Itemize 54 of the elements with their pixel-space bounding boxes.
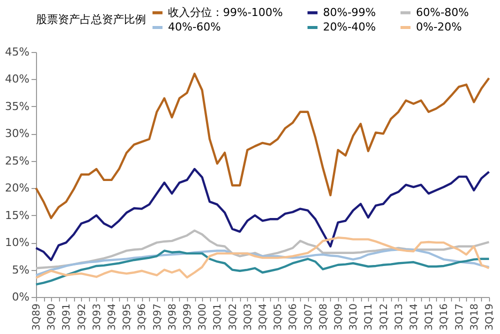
line-series xyxy=(34,72,490,220)
y-tick-label: 10% xyxy=(5,236,30,250)
x-tick-label: 3Q98 xyxy=(167,304,178,330)
x-tick-label: 3Q14 xyxy=(409,304,420,330)
line-series xyxy=(34,229,490,270)
x-tick-label: 3Q16 xyxy=(439,304,450,330)
x-tick-label: 3Q15 xyxy=(424,304,436,330)
legend-label: 20%-40% xyxy=(323,20,376,34)
x-tick-label: 3Q92 xyxy=(76,304,88,330)
x-tick-label: 3Q99 xyxy=(182,304,194,330)
legend-label: 0%-20% xyxy=(416,20,462,34)
y-tick-label: 35% xyxy=(5,100,30,113)
x-tick-label: 3Q97 xyxy=(152,304,164,330)
y-tick-label: 20% xyxy=(5,182,30,195)
x-tick-label: 3Q93 xyxy=(92,304,103,330)
x-tick-label: 3Q95 xyxy=(122,304,134,330)
line-series xyxy=(34,248,490,276)
line-series xyxy=(34,250,490,286)
x-tick-label: 3Q09 xyxy=(334,304,344,330)
y-tick-label: 25% xyxy=(5,154,30,168)
x-tick-label: 3Q01 xyxy=(212,304,224,330)
y-tick-label: 5% xyxy=(12,263,30,276)
legend-label: 收入分位：99%-100% xyxy=(168,6,283,19)
y-tick-label: 40% xyxy=(5,72,30,86)
x-tick-label: 3Q07 xyxy=(303,304,314,330)
legend-label: 60%-80% xyxy=(416,6,469,19)
x-tick-label: 3Q02 xyxy=(228,304,239,330)
y-tick-label: 0% xyxy=(12,290,30,304)
x-tick-label: 3Q03 xyxy=(242,304,254,330)
y-tick-label: 45% xyxy=(5,46,30,58)
y-tick-label: 30% xyxy=(5,127,30,140)
x-tick-label: 3Q13 xyxy=(394,304,405,330)
y-tick-label: 15% xyxy=(5,208,30,222)
line-series xyxy=(34,168,490,262)
x-tick-label: 3Q00 xyxy=(198,304,209,330)
x-tick-label: 3Q89 xyxy=(32,304,42,330)
x-tick-label: 3Q17 xyxy=(454,304,466,330)
x-tick-label: 3Q04 xyxy=(258,304,269,330)
legend-label: 80%-99% xyxy=(323,6,376,19)
x-tick-label: 3Q12 xyxy=(378,304,390,330)
x-tick-label: 3Q19 xyxy=(484,304,496,330)
x-tick-label: 3Q08 xyxy=(318,304,330,330)
x-tick-label: 3Q05 xyxy=(273,304,284,330)
x-tick-label: 3Q06 xyxy=(288,304,300,330)
x-tick-label: 3Q94 xyxy=(107,304,118,330)
x-tick-label: 3Q91 xyxy=(62,304,73,330)
line-series xyxy=(34,236,490,280)
legend-title: 股票资产占总资产比例 xyxy=(36,13,146,26)
x-tick-label: 3Q11 xyxy=(364,304,375,330)
x-tick-label: 3Q96 xyxy=(137,304,148,330)
x-tick-label: 3Q90 xyxy=(46,304,58,330)
x-tick-label: 3Q18 xyxy=(469,304,480,330)
x-tick-label: 3Q10 xyxy=(348,304,360,330)
legend-label: 40%-60% xyxy=(168,20,221,34)
